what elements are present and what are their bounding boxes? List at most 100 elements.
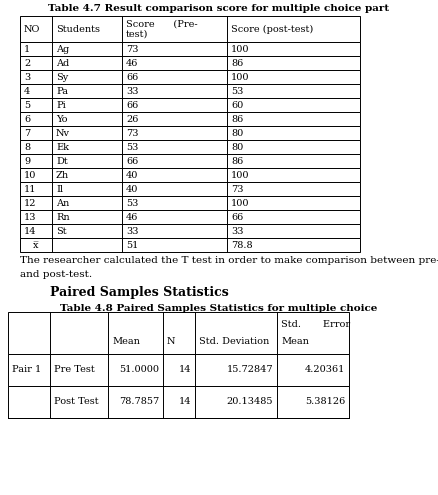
Text: 100: 100: [231, 45, 250, 53]
Text: Pi: Pi: [56, 100, 66, 109]
Bar: [20, 126, 360, 140]
Text: 100: 100: [231, 198, 250, 207]
Text: 6: 6: [24, 114, 30, 123]
Text: 2: 2: [24, 58, 30, 67]
Text: Il: Il: [56, 185, 63, 194]
Text: 66: 66: [126, 156, 138, 165]
Text: 33: 33: [231, 227, 244, 236]
Text: Nv: Nv: [56, 129, 70, 138]
Bar: [8, 354, 349, 386]
Text: Zh: Zh: [56, 170, 69, 180]
Text: 53: 53: [231, 87, 244, 96]
Bar: [8, 312, 349, 354]
Text: x̅: x̅: [33, 241, 39, 249]
Text: 9: 9: [24, 156, 30, 165]
Bar: [20, 112, 360, 126]
Text: 78.8: 78.8: [231, 241, 253, 249]
Text: Mean: Mean: [112, 337, 140, 346]
Text: 66: 66: [126, 100, 138, 109]
Text: 8: 8: [24, 143, 30, 151]
Bar: [20, 168, 360, 182]
Bar: [20, 238, 360, 252]
Text: 14: 14: [179, 397, 191, 406]
Text: N: N: [167, 337, 176, 346]
Text: 13: 13: [24, 212, 36, 221]
Text: Pair 1: Pair 1: [12, 365, 41, 375]
Bar: [20, 154, 360, 168]
Text: Students: Students: [56, 24, 100, 34]
Text: 5.38126: 5.38126: [305, 397, 345, 406]
Text: 80: 80: [231, 129, 243, 138]
Text: Table 4.8 Paired Samples Statistics for multiple choice: Table 4.8 Paired Samples Statistics for …: [60, 304, 378, 313]
Bar: [20, 84, 360, 98]
Text: 40: 40: [126, 185, 138, 194]
Text: 5: 5: [24, 100, 30, 109]
Bar: [20, 16, 360, 42]
Text: Post Test: Post Test: [54, 397, 99, 406]
Text: Paired Samples Statistics: Paired Samples Statistics: [50, 286, 229, 299]
Text: Std.       Error: Std. Error: [281, 320, 350, 329]
Text: 33: 33: [126, 227, 138, 236]
Text: 14: 14: [179, 365, 191, 375]
Bar: [20, 140, 360, 154]
Bar: [20, 224, 360, 238]
Bar: [20, 70, 360, 84]
Text: 100: 100: [231, 72, 250, 82]
Text: 11: 11: [24, 185, 36, 194]
Text: Std. Deviation: Std. Deviation: [199, 337, 269, 346]
Text: 66: 66: [126, 72, 138, 82]
Text: Rn: Rn: [56, 212, 70, 221]
Text: 73: 73: [231, 185, 244, 194]
Text: 51.0000: 51.0000: [119, 365, 159, 375]
Text: An: An: [56, 198, 69, 207]
Text: Pa: Pa: [56, 87, 68, 96]
Text: 60: 60: [231, 100, 243, 109]
Text: 40: 40: [126, 170, 138, 180]
Text: Dt: Dt: [56, 156, 68, 165]
Text: 4: 4: [24, 87, 30, 96]
Text: 33: 33: [126, 87, 138, 96]
Text: 1: 1: [24, 45, 30, 53]
Text: 20.13485: 20.13485: [226, 397, 273, 406]
Bar: [20, 42, 360, 56]
Text: St: St: [56, 227, 67, 236]
Text: Table 4.7 Result comparison score for multiple choice part: Table 4.7 Result comparison score for mu…: [49, 4, 389, 13]
Text: 15.72847: 15.72847: [226, 365, 273, 375]
Text: 46: 46: [126, 58, 138, 67]
Text: Ad: Ad: [56, 58, 69, 67]
Bar: [20, 182, 360, 196]
Text: 86: 86: [231, 156, 243, 165]
Text: 80: 80: [231, 143, 243, 151]
Text: Yo: Yo: [56, 114, 67, 123]
Text: 26: 26: [126, 114, 138, 123]
Text: 78.7857: 78.7857: [119, 397, 159, 406]
Text: Score (post-test): Score (post-test): [231, 24, 313, 34]
Text: NO: NO: [24, 24, 40, 34]
Text: 100: 100: [231, 170, 250, 180]
Text: 86: 86: [231, 58, 243, 67]
Text: and post-test.: and post-test.: [20, 270, 92, 279]
Text: 46: 46: [126, 212, 138, 221]
Text: 4.20361: 4.20361: [304, 365, 345, 375]
Text: 10: 10: [24, 170, 36, 180]
Text: 66: 66: [231, 212, 243, 221]
Bar: [20, 196, 360, 210]
Text: 53: 53: [126, 198, 138, 207]
Bar: [20, 98, 360, 112]
Text: 73: 73: [126, 129, 138, 138]
Text: Score      (Pre-
test): Score (Pre- test): [126, 19, 198, 39]
Text: 86: 86: [231, 114, 243, 123]
Bar: [20, 210, 360, 224]
Text: The researcher calculated the T test in order to make comparison between pre-tes: The researcher calculated the T test in …: [20, 256, 438, 265]
Text: 53: 53: [126, 143, 138, 151]
Text: Mean: Mean: [281, 337, 309, 346]
Text: Sy: Sy: [56, 72, 68, 82]
Text: Ek: Ek: [56, 143, 69, 151]
Text: 51: 51: [126, 241, 138, 249]
Text: 73: 73: [126, 45, 138, 53]
Bar: [20, 56, 360, 70]
Text: Pre Test: Pre Test: [54, 365, 95, 375]
Text: 3: 3: [24, 72, 30, 82]
Text: Ag: Ag: [56, 45, 69, 53]
Text: 14: 14: [24, 227, 36, 236]
